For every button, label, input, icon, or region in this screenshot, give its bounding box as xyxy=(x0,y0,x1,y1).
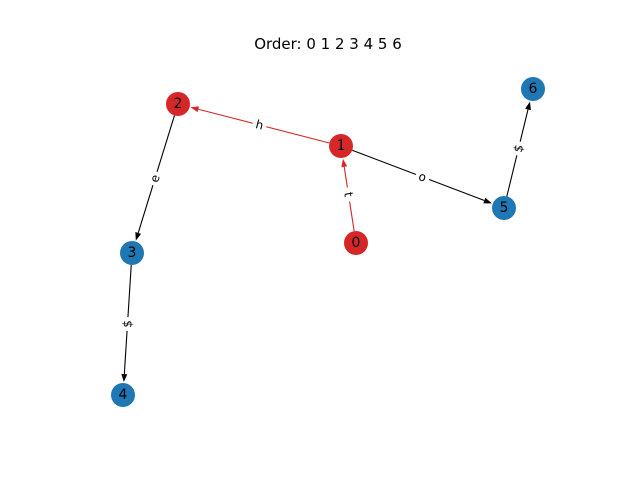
node-circle xyxy=(329,134,353,158)
edge-2-3: e xyxy=(135,115,175,241)
edge-label: t xyxy=(341,191,356,198)
node-5: 5 xyxy=(492,196,516,220)
arrowhead-icon xyxy=(341,158,348,168)
edge-label: o xyxy=(417,169,429,185)
edge-label: $ xyxy=(120,320,134,329)
edge-label-group: h xyxy=(250,115,269,135)
edge-label-group: t xyxy=(339,186,358,203)
edge-5-6: $ xyxy=(506,101,531,197)
edge-label: e xyxy=(147,173,163,184)
node-label: 6 xyxy=(529,81,538,97)
arrowhead-icon xyxy=(121,373,128,383)
edge-label-background xyxy=(509,139,528,158)
arrowhead-icon xyxy=(483,197,492,204)
node-3: 3 xyxy=(120,241,144,265)
edge-label-group: e xyxy=(145,169,165,188)
node-label: 4 xyxy=(119,387,128,403)
node-1: 1 xyxy=(329,134,353,158)
node-label: 2 xyxy=(174,96,183,112)
edge-3-4: $ xyxy=(119,264,136,383)
edge-label-group: $ xyxy=(509,139,528,158)
edge-label: $ xyxy=(511,143,526,154)
node-6: 6 xyxy=(521,77,545,101)
node-label: 1 xyxy=(337,138,346,154)
node-circle xyxy=(521,77,545,101)
nodes-layer: 0 1 2 3 4 5 6 xyxy=(111,77,545,407)
edge-0-1: t xyxy=(339,158,358,232)
arrowhead-icon xyxy=(190,106,200,113)
node-label: 3 xyxy=(128,245,137,261)
edges-layer: t h o e $ $ xyxy=(119,101,531,383)
node-circle xyxy=(166,92,190,116)
edge-label-background xyxy=(339,186,358,203)
edge-label: h xyxy=(254,117,265,132)
node-circle xyxy=(344,231,368,255)
node-circle xyxy=(120,241,144,265)
node-label: 5 xyxy=(500,200,509,216)
node-2: 2 xyxy=(166,92,190,116)
node-circle xyxy=(111,383,135,407)
edge-1-2: h xyxy=(190,106,330,144)
edge-label-background xyxy=(250,115,269,135)
edge-label-background xyxy=(145,169,165,188)
edge-label-group: $ xyxy=(119,316,136,332)
node-label: 0 xyxy=(352,235,361,251)
edge-1-5: o xyxy=(352,149,492,204)
arrowhead-icon xyxy=(135,232,142,241)
edge-label-background xyxy=(119,316,136,332)
edge-label-background xyxy=(413,167,432,187)
edge-label-group: o xyxy=(413,167,432,187)
node-circle xyxy=(492,196,516,220)
node-0: 0 xyxy=(344,231,368,255)
node-4: 4 xyxy=(111,383,135,407)
diagram-title: Order: 0 1 2 3 4 5 6 xyxy=(254,35,402,53)
arrowhead-icon xyxy=(525,101,531,111)
